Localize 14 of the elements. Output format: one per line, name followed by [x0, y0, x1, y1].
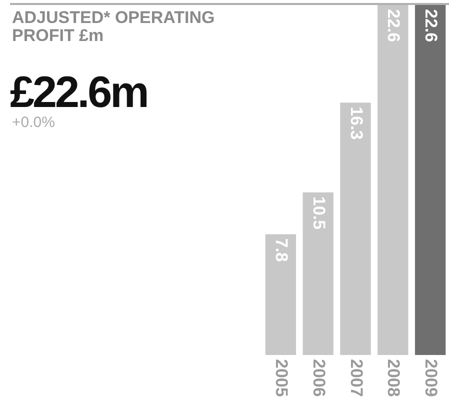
x-tick-label: 2009 — [422, 359, 441, 397]
bar — [340, 102, 371, 355]
x-tick-label: 2007 — [346, 359, 366, 397]
x-tick-label: 2006 — [309, 359, 328, 397]
data-label: 22.6 — [422, 9, 441, 42]
bar — [302, 192, 334, 355]
text: ADJUSTED* OPERATING PROFIT £m — [12, 8, 216, 45]
x-tick-label: 2008 — [384, 359, 404, 397]
text: +0.0% — [12, 114, 55, 131]
x-tick-label: 2005 — [272, 359, 292, 397]
text: £22.6m — [10, 68, 148, 117]
bar — [414, 5, 446, 355]
bar — [378, 5, 408, 355]
bar — [265, 234, 296, 355]
